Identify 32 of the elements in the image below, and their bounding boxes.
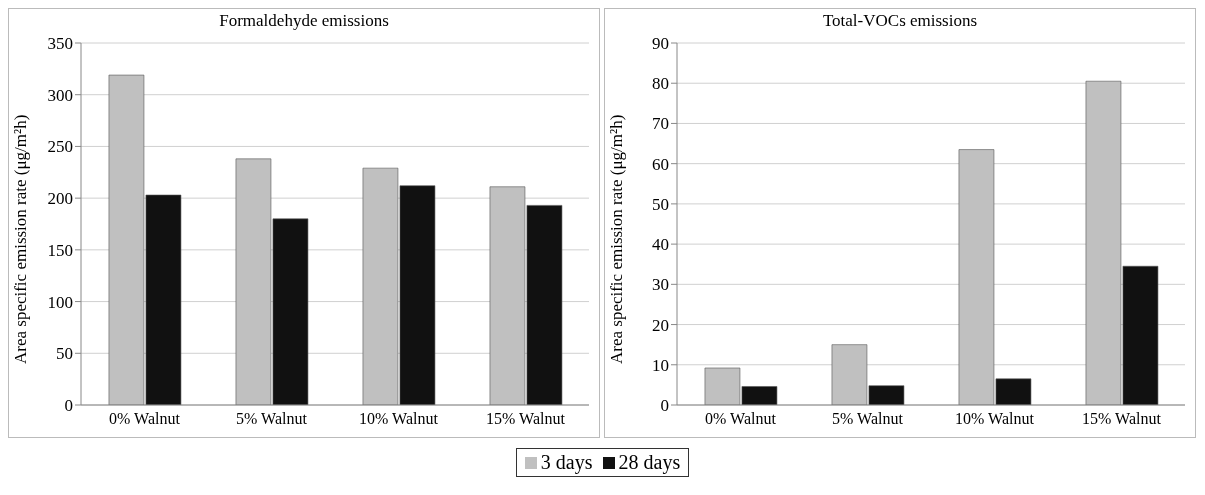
x-tick-label: 0% Walnut [109,410,181,428]
y-tick-label: 80 [652,74,669,94]
y-tick-label: 300 [47,85,73,105]
y-tick-label: 0 [64,396,73,416]
y-tick-label: 100 [47,292,73,312]
chart-title: Formaldehyde emissions [218,10,390,32]
y-tick-label: 70 [652,114,669,134]
y-tick-label: 90 [652,34,669,54]
x-tick-label: 15% Walnut [486,410,566,428]
y-axis-title: Area specific emission rate (μg/m²h) [607,114,627,364]
x-tick-label: 10% Walnut [359,410,439,428]
y-tick-label: 10 [652,355,669,375]
x-tick-label: 10% Walnut [955,410,1035,428]
y-tick-label: 150 [47,240,73,260]
legend-label: 28 days [617,451,681,474]
x-tick-label: 5% Walnut [832,410,904,428]
y-axis-title: Area specific emission rate (μg/m²h) [11,114,31,364]
y-tick-label: 350 [47,34,73,54]
y-tick-label: 0 [660,396,669,416]
x-tick-label: 5% Walnut [236,410,308,428]
chart-title: Total-VOCs emissions [821,10,979,32]
y-tick-label: 50 [652,194,669,214]
y-tick-label: 50 [56,344,73,364]
x-tick-label: 15% Walnut [1082,410,1162,428]
y-tick-label: 200 [47,189,73,209]
x-tick-label: 0% Walnut [705,410,777,428]
y-tick-label: 250 [47,137,73,157]
legend-label: 3 days [539,451,593,474]
y-tick-label: 40 [652,235,669,255]
y-tick-label: 60 [652,154,669,174]
y-tick-label: 30 [652,275,669,295]
y-tick-label: 20 [652,315,669,335]
